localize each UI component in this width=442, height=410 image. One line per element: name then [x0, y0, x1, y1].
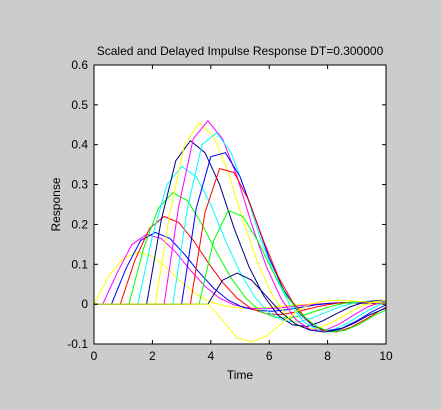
x-tick-label: 10	[379, 349, 393, 363]
y-tick-label: 0.6	[71, 58, 88, 72]
plot-area	[94, 65, 386, 344]
series-line-6	[94, 165, 387, 323]
x-tick-label: 4	[207, 349, 214, 363]
y-tick-label: 0.3	[71, 178, 88, 192]
chart-title: Scaled and Delayed Impulse Response DT=0…	[97, 44, 384, 58]
y-axis-label: Response	[49, 177, 63, 231]
series-line-15	[94, 299, 387, 343]
y-tick-label: 0.5	[71, 98, 88, 112]
x-tick-label: 2	[149, 349, 156, 363]
x-tick-label: 0	[91, 349, 98, 363]
series-line-11	[94, 152, 387, 332]
x-axis-label: Time	[227, 368, 254, 382]
ticks-layer: 0 2 4 6 8 10-0.100.10.20.30.40.50.6	[67, 58, 393, 363]
y-tick-label: 0	[81, 297, 88, 311]
x-tick-label: 6	[266, 349, 273, 363]
series-line-13	[94, 209, 387, 333]
y-tick-label: 0.1	[71, 257, 88, 271]
y-tick-label: 0.4	[71, 138, 88, 152]
x-tick-label: 8	[324, 349, 331, 363]
y-tick-label: -0.1	[67, 337, 88, 351]
series-layer	[93, 120, 387, 343]
series-line-7	[94, 139, 387, 328]
series-line-8	[94, 122, 387, 330]
series-line-12	[94, 167, 387, 333]
axes-frame	[93, 64, 387, 345]
y-tick-label: 0.2	[71, 217, 88, 231]
series-line-9	[94, 120, 387, 331]
